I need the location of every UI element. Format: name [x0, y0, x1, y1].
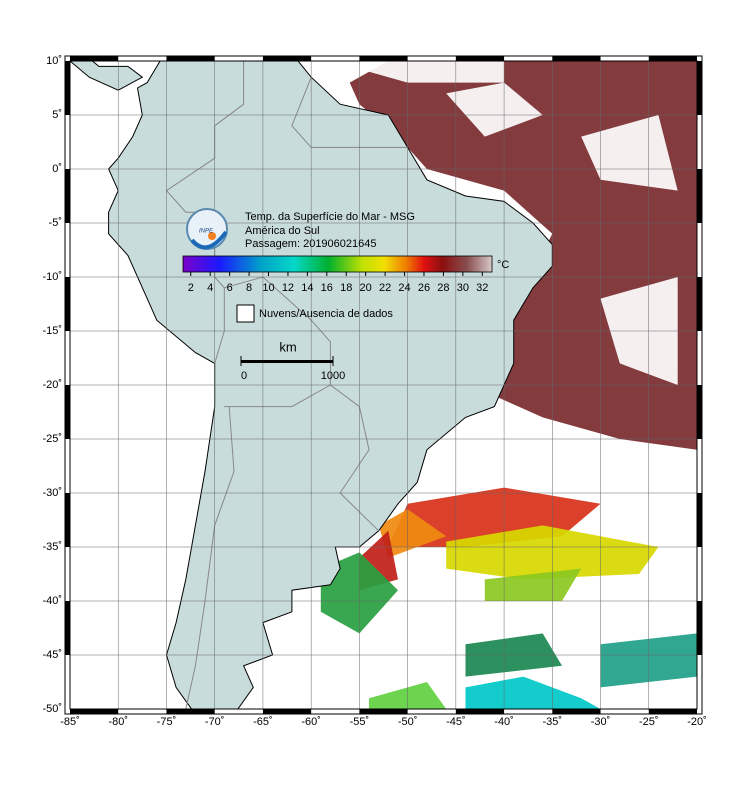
frame-bar: [697, 385, 702, 439]
x-tick-label: -85˚: [60, 716, 80, 728]
x-tick-label: -80˚: [108, 716, 128, 728]
frame-bar: [697, 601, 702, 655]
frame-bar: [166, 56, 215, 61]
colorbar-tick-label: 8: [246, 282, 252, 294]
frame-bar: [262, 709, 312, 714]
sst-patch: [465, 676, 601, 709]
frame-bar: [648, 56, 697, 61]
colorbar-tick-label: 12: [282, 282, 294, 294]
logo-text: INPE: [199, 229, 214, 235]
colorbar-tick-label: 6: [227, 282, 233, 294]
y-tick-label: -40˚: [42, 595, 62, 607]
frame-outer: [64, 55, 703, 715]
frame-bar: [552, 56, 601, 61]
x-tick-label: -55˚: [350, 716, 370, 728]
frame-bar: [359, 56, 408, 61]
y-tick-label: 10˚: [46, 55, 62, 67]
sst-patch: [330, 61, 505, 83]
no-data-label: Nuvens/Ausencia de dados: [259, 308, 393, 320]
scale-tick-label: 1000: [321, 370, 345, 382]
x-tick-label: -60˚: [301, 716, 321, 728]
graticule: -85˚ -80˚ -75˚ -70˚ -65˚ -60˚ -55˚ -50˚ -45˚ -40˚…: [42, 55, 706, 728]
x-tick-label: -50˚: [398, 716, 418, 728]
x-tick-label: -20˚: [687, 716, 707, 728]
x-tick-label: -40˚: [494, 716, 514, 728]
x-tick-label: -75˚: [157, 716, 177, 728]
colorbar-tick-label: 4: [207, 282, 213, 294]
frame-bar: [455, 56, 505, 61]
frame: [69, 60, 698, 710]
sst-patch: [378, 509, 447, 558]
colorbar-unit: °C: [497, 259, 509, 271]
colorbar-tick-label: 16: [321, 282, 333, 294]
frame-bar: [65, 169, 70, 223]
colorbar-tick-label: 24: [398, 282, 410, 294]
land: [70, 61, 144, 91]
x-tick-label: -65˚: [253, 716, 273, 728]
colorbar-tick-label: 28: [437, 282, 449, 294]
y-tick-label: -25˚: [42, 433, 62, 445]
colorbar: [182, 255, 493, 273]
border: [165, 61, 245, 364]
no-data-swatch: [236, 304, 255, 323]
sst-patch: [446, 82, 543, 137]
y-tick-label: -20˚: [42, 379, 62, 391]
colorbar-tick-label: 22: [379, 282, 391, 294]
frame-bar: [455, 709, 505, 714]
sst-patch: [581, 115, 678, 191]
legend-title: Passagem: 201906021645: [245, 238, 377, 250]
colorbar-tick-label: 30: [457, 282, 469, 294]
frame-bar: [262, 56, 312, 61]
x-tick-label: -70˚: [205, 716, 225, 728]
x-tick-label: -25˚: [639, 716, 659, 728]
frame-bar: [697, 169, 702, 223]
sst-patch: [484, 568, 582, 601]
y-tick-label: -5˚: [49, 217, 62, 229]
colorbar-tick-label: 18: [340, 282, 352, 294]
legend-title: América do Sul: [245, 225, 320, 237]
y-tick-label: 5˚: [52, 109, 62, 121]
frame-bar: [166, 709, 215, 714]
colorbar-tick-label: 32: [476, 282, 488, 294]
scale-tick-label: 0: [241, 370, 247, 382]
frame-bar: [65, 493, 70, 547]
border: [185, 406, 235, 709]
y-tick-label: -10˚: [42, 271, 62, 283]
legend-title: Temp. da Superfície do Mar - MSG: [245, 211, 415, 223]
frame-bar: [65, 61, 70, 115]
colorbar-tick-label: 26: [418, 282, 430, 294]
frame-bar: [697, 493, 702, 547]
y-tick-label: -50˚: [42, 703, 62, 715]
y-tick-label: 0˚: [52, 163, 62, 175]
scale-bar: [241, 360, 333, 363]
x-tick-label: -45˚: [446, 716, 466, 728]
y-tick-label: -35˚: [42, 541, 62, 553]
legend: INPE Temp. da Superfície do Mar - MSG Am…: [182, 208, 509, 382]
logo-dot: [208, 232, 216, 240]
frame-bar: [359, 709, 408, 714]
frame-bar: [70, 56, 119, 61]
logo-swoosh: [190, 230, 228, 250]
frame-bar: [70, 709, 119, 714]
y-tick-label: -15˚: [42, 325, 62, 337]
frame-bar: [697, 61, 702, 115]
frame-bar: [552, 709, 601, 714]
colorbar-tick-label: 14: [301, 282, 313, 294]
colorbar-tick-label: 10: [262, 282, 274, 294]
frame-bar: [65, 385, 70, 439]
frame-bar: [65, 277, 70, 331]
border: [291, 77, 408, 148]
frame-bar: [65, 601, 70, 655]
y-tick-label: -30˚: [42, 487, 62, 499]
x-tick-label: -35˚: [543, 716, 563, 728]
frame-bar: [648, 709, 697, 714]
frame-bar: [697, 277, 702, 331]
x-tick-label: -30˚: [591, 716, 611, 728]
scale-title: km: [279, 339, 296, 354]
colorbar-tick-label: 20: [360, 282, 372, 294]
y-tick-label: -45˚: [42, 649, 62, 661]
colorbar-tick-label: 2: [188, 282, 194, 294]
